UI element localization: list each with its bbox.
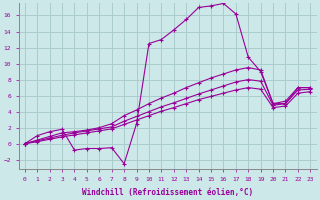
X-axis label: Windchill (Refroidissement éolien,°C): Windchill (Refroidissement éolien,°C) [82,188,253,197]
